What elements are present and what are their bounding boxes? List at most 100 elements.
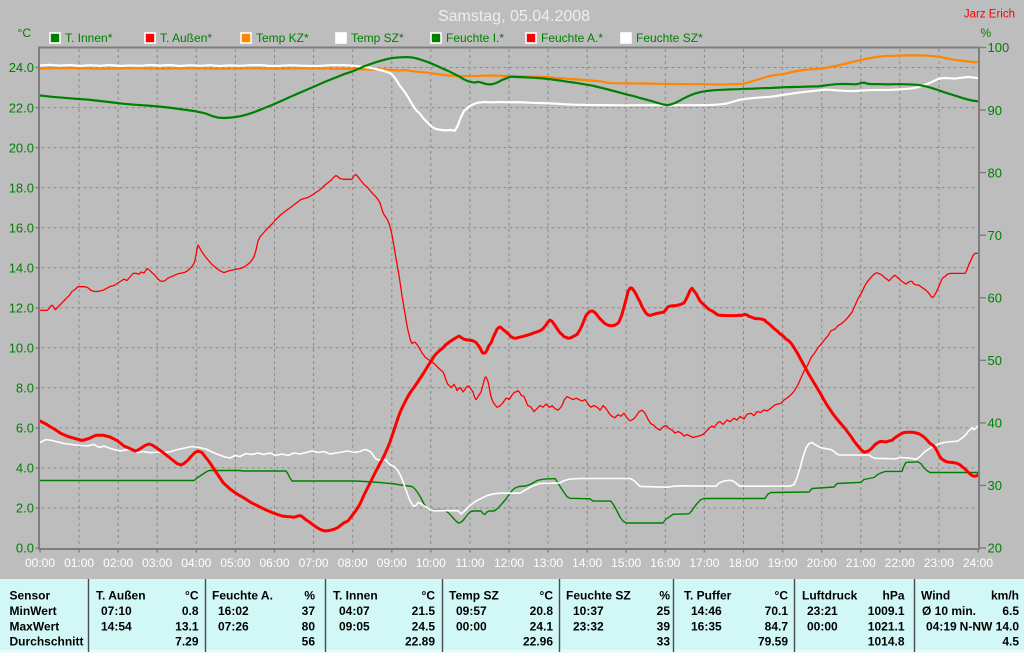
svg-text:39: 39 xyxy=(657,620,671,634)
svg-text:MinWert: MinWert xyxy=(10,604,57,618)
svg-text:40: 40 xyxy=(988,416,1002,431)
svg-text:23:32: 23:32 xyxy=(573,620,604,634)
svg-text:20:00: 20:00 xyxy=(807,556,837,570)
svg-text:00:00: 00:00 xyxy=(25,556,55,570)
svg-text:01:00: 01:00 xyxy=(64,556,94,570)
svg-text:04:07: 04:07 xyxy=(339,604,370,618)
svg-text:°C: °C xyxy=(540,589,554,603)
svg-text:20: 20 xyxy=(988,541,1002,556)
svg-text:09:57: 09:57 xyxy=(456,604,487,618)
svg-text:T. Innen: T. Innen xyxy=(333,589,378,603)
svg-text:09:05: 09:05 xyxy=(339,620,370,634)
svg-text:2.0: 2.0 xyxy=(16,501,34,516)
svg-text:14:54: 14:54 xyxy=(101,620,132,634)
svg-text:6.5: 6.5 xyxy=(1002,604,1019,618)
svg-text:Temp KZ*: Temp KZ* xyxy=(256,31,309,45)
svg-text:%: % xyxy=(304,589,315,603)
svg-text:Temp SZ: Temp SZ xyxy=(449,589,499,603)
svg-text:Jarz Erich: Jarz Erich xyxy=(964,9,1015,21)
svg-text:04:19: 04:19 xyxy=(926,620,957,634)
svg-text:70.1: 70.1 xyxy=(765,604,789,618)
svg-text:24.5: 24.5 xyxy=(412,620,436,634)
svg-text:MaxWert: MaxWert xyxy=(10,620,60,634)
svg-text:13.1: 13.1 xyxy=(175,620,199,634)
svg-text:33: 33 xyxy=(657,635,671,649)
svg-text:07:26: 07:26 xyxy=(218,620,249,634)
svg-text:22:00: 22:00 xyxy=(885,556,915,570)
svg-text:30: 30 xyxy=(988,478,1002,493)
svg-text:15:00: 15:00 xyxy=(611,556,641,570)
svg-text:Feuchte SZ: Feuchte SZ xyxy=(566,589,631,603)
svg-text:8.0: 8.0 xyxy=(16,381,34,396)
svg-text:10:00: 10:00 xyxy=(416,556,446,570)
svg-text:23:21: 23:21 xyxy=(807,604,838,618)
svg-text:24.0: 24.0 xyxy=(9,60,34,75)
svg-text:100: 100 xyxy=(988,40,1010,55)
svg-text:22.0: 22.0 xyxy=(9,100,34,115)
svg-text:Durchschnitt: Durchschnitt xyxy=(10,635,84,649)
svg-text:18.0: 18.0 xyxy=(9,180,34,195)
svg-text:Ø 10 min.: Ø 10 min. xyxy=(922,604,976,618)
svg-text:21:00: 21:00 xyxy=(846,556,876,570)
svg-text:13:00: 13:00 xyxy=(533,556,563,570)
svg-text:08:00: 08:00 xyxy=(338,556,368,570)
svg-text:80: 80 xyxy=(988,165,1002,180)
svg-text:04:00: 04:00 xyxy=(181,556,211,570)
svg-text:T. Puffer: T. Puffer xyxy=(684,589,732,603)
svg-text:°C: °C xyxy=(18,26,32,40)
svg-text:90: 90 xyxy=(988,103,1002,118)
svg-text:N-NW 14.0: N-NW 14.0 xyxy=(960,620,1020,634)
svg-text:60: 60 xyxy=(988,290,1002,305)
svg-text:10.0: 10.0 xyxy=(9,341,34,356)
svg-text:14.0: 14.0 xyxy=(9,260,34,275)
svg-text:84.7: 84.7 xyxy=(765,620,789,634)
svg-text:00:00: 00:00 xyxy=(807,620,838,634)
svg-text:14:46: 14:46 xyxy=(691,604,722,618)
svg-text:20.0: 20.0 xyxy=(9,140,34,155)
svg-text:14:00: 14:00 xyxy=(572,556,602,570)
svg-text:07:00: 07:00 xyxy=(299,556,329,570)
svg-text:hPa: hPa xyxy=(882,589,904,603)
svg-text:%: % xyxy=(981,26,992,40)
svg-text:T. Innen*: T. Innen* xyxy=(65,31,113,45)
svg-text:Wind: Wind xyxy=(921,589,950,603)
svg-text:06:00: 06:00 xyxy=(259,556,289,570)
svg-text:16:00: 16:00 xyxy=(650,556,680,570)
svg-text:10:37: 10:37 xyxy=(573,604,604,618)
svg-text:05:00: 05:00 xyxy=(220,556,250,570)
svg-text:12.0: 12.0 xyxy=(9,301,34,316)
svg-text:56: 56 xyxy=(302,635,316,649)
svg-text:19:00: 19:00 xyxy=(768,556,798,570)
svg-text:1009.1: 1009.1 xyxy=(868,604,905,618)
svg-text:6.0: 6.0 xyxy=(16,421,34,436)
svg-text:0.8: 0.8 xyxy=(182,604,199,618)
svg-text:09:00: 09:00 xyxy=(377,556,407,570)
svg-text:07:10: 07:10 xyxy=(101,604,132,618)
svg-text:22.96: 22.96 xyxy=(523,635,553,649)
svg-text:°C: °C xyxy=(422,589,436,603)
svg-text:79.59: 79.59 xyxy=(758,635,788,649)
svg-text:70: 70 xyxy=(988,228,1002,243)
svg-text:22.89: 22.89 xyxy=(405,635,435,649)
svg-text:T. Außen*: T. Außen* xyxy=(160,31,212,45)
svg-text:1014.8: 1014.8 xyxy=(868,635,905,649)
svg-text:24:00: 24:00 xyxy=(963,556,993,570)
svg-text:21.5: 21.5 xyxy=(412,604,436,618)
svg-text:20.8: 20.8 xyxy=(530,604,554,618)
svg-text:37: 37 xyxy=(302,604,316,618)
svg-text:Samstag, 05.04.2008: Samstag, 05.04.2008 xyxy=(438,8,590,25)
svg-text:4.5: 4.5 xyxy=(1002,635,1019,649)
svg-text:11:00: 11:00 xyxy=(455,556,484,570)
svg-text:Luftdruck: Luftdruck xyxy=(802,589,858,603)
svg-text:Feuchte SZ*: Feuchte SZ* xyxy=(636,31,703,45)
svg-text:0.0: 0.0 xyxy=(16,541,34,556)
svg-text:50: 50 xyxy=(988,353,1002,368)
svg-text:80: 80 xyxy=(302,620,316,634)
svg-text:%: % xyxy=(659,589,670,603)
svg-text:16.0: 16.0 xyxy=(9,220,34,235)
svg-text:03:00: 03:00 xyxy=(142,556,172,570)
svg-text:17:00: 17:00 xyxy=(689,556,719,570)
svg-text:25: 25 xyxy=(657,604,671,618)
svg-text:Temp SZ*: Temp SZ* xyxy=(351,31,404,45)
svg-text:00:00: 00:00 xyxy=(456,620,487,634)
